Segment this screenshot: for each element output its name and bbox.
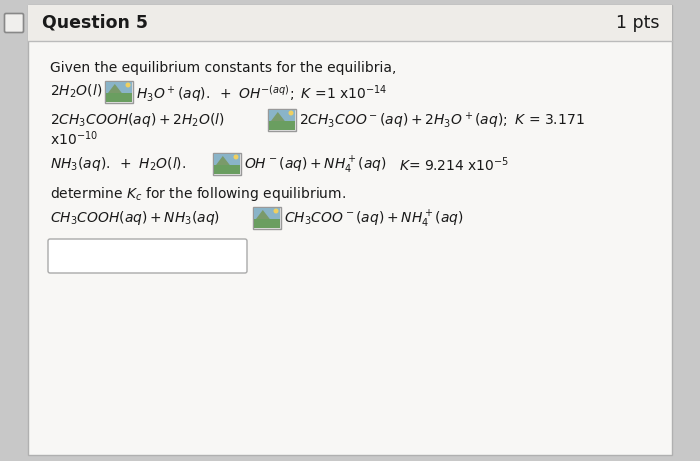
Bar <box>254 219 280 228</box>
Text: $K$= 9.214 x10$^{-5}$: $K$= 9.214 x10$^{-5}$ <box>399 155 509 174</box>
Text: Given the equilibrium constants for the equilibria,: Given the equilibrium constants for the … <box>50 61 396 75</box>
Text: $CH_3COO^-(aq) + NH_4^+(aq)$: $CH_3COO^-(aq) + NH_4^+(aq)$ <box>284 209 463 230</box>
Bar <box>254 208 280 219</box>
Bar <box>106 93 132 102</box>
FancyBboxPatch shape <box>4 13 24 32</box>
Text: Question 5: Question 5 <box>42 14 148 32</box>
Text: $OH^-(aq) + NH_4^+(aq)$: $OH^-(aq) + NH_4^+(aq)$ <box>244 155 387 176</box>
Bar <box>213 153 241 175</box>
Text: $NH_3(aq).\ +\ H_2O(l).$: $NH_3(aq).\ +\ H_2O(l).$ <box>50 155 186 173</box>
Bar <box>268 109 296 131</box>
Bar <box>106 82 132 93</box>
Bar <box>269 121 295 130</box>
Polygon shape <box>108 84 122 93</box>
Text: $CH_3COOH(aq) + NH_3(aq)$: $CH_3COOH(aq) + NH_3(aq)$ <box>50 209 220 227</box>
Text: determine $K_c$ for the following equilibrium.: determine $K_c$ for the following equili… <box>50 185 346 203</box>
Circle shape <box>274 208 279 213</box>
Circle shape <box>234 154 239 160</box>
Bar <box>269 110 295 121</box>
Circle shape <box>288 111 293 116</box>
Text: $2CH_3COO^-(aq) + 2H_3O^+(aq)$$;\ K\ $= 3.171: $2CH_3COO^-(aq) + 2H_3O^+(aq)$$;\ K\ $= … <box>299 111 584 131</box>
Polygon shape <box>271 112 285 121</box>
FancyBboxPatch shape <box>48 239 247 273</box>
Circle shape <box>125 83 130 88</box>
Bar <box>105 81 133 103</box>
Text: $2H_2O(l)$: $2H_2O(l)$ <box>50 83 102 100</box>
Text: x10$^{-10}$: x10$^{-10}$ <box>50 129 98 148</box>
Bar <box>28 5 672 41</box>
Bar <box>214 165 240 174</box>
Text: $2CH_3COOH(aq) + 2H_2O(l)$: $2CH_3COOH(aq) + 2H_2O(l)$ <box>50 111 225 129</box>
Bar <box>214 154 240 165</box>
Polygon shape <box>216 156 230 165</box>
Bar <box>253 207 281 229</box>
Text: $H_3O^+(aq).\ +\ OH^{-(aq)}$$;\ K\ $=1 x10$^{-14}$: $H_3O^+(aq).\ +\ OH^{-(aq)}$$;\ K\ $=1 x… <box>136 83 387 104</box>
Text: 1 pts: 1 pts <box>617 14 660 32</box>
Polygon shape <box>256 210 270 219</box>
